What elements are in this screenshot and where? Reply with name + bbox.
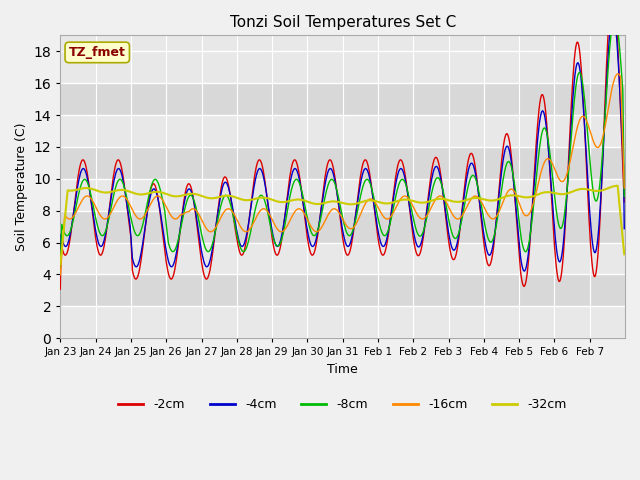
Title: Tonzi Soil Temperatures Set C: Tonzi Soil Temperatures Set C [230,15,456,30]
Bar [60,179,625,211]
Bar [60,275,625,306]
Bar [60,115,625,147]
Bar [60,211,625,242]
X-axis label: Time: Time [327,363,358,376]
Y-axis label: Soil Temperature (C): Soil Temperature (C) [15,122,28,251]
Text: TZ_fmet: TZ_fmet [69,46,125,59]
Bar [60,242,625,275]
Bar [60,306,625,338]
Bar [60,147,625,179]
Bar [60,83,625,115]
Bar [60,51,625,83]
Legend: -2cm, -4cm, -8cm, -16cm, -32cm: -2cm, -4cm, -8cm, -16cm, -32cm [113,393,572,416]
